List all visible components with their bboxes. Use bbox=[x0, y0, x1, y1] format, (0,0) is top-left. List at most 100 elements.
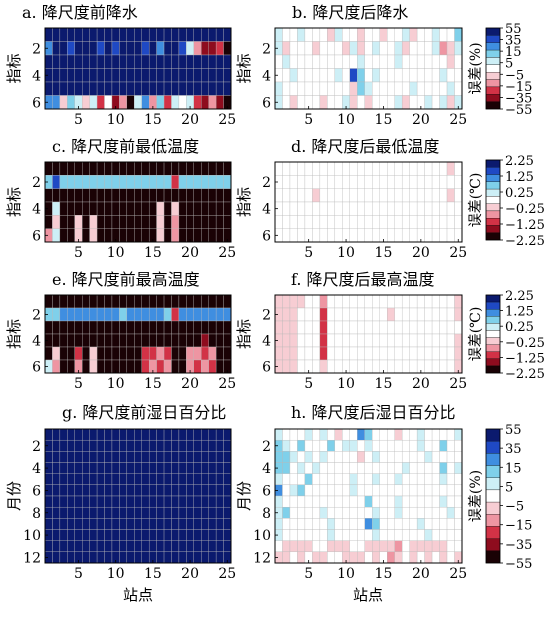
panel-f-cell bbox=[334, 294, 343, 309]
panel-g-cell bbox=[119, 451, 128, 463]
panel-b-cell bbox=[387, 27, 395, 42]
panel-d-cell bbox=[349, 215, 358, 229]
panel-e-cell bbox=[89, 346, 98, 361]
panel-g-cell bbox=[59, 451, 68, 463]
panel-c-cell bbox=[89, 215, 98, 229]
panel-c-cell bbox=[156, 175, 165, 189]
panel-h-cell bbox=[319, 551, 328, 564]
panel-g-cell bbox=[59, 473, 68, 486]
panel-d-cell bbox=[319, 188, 328, 203]
panel-g-cell bbox=[119, 540, 128, 553]
panel-g-cell bbox=[52, 551, 61, 564]
panel-h-cell bbox=[304, 473, 313, 486]
panel-h-cell bbox=[282, 551, 291, 564]
panel-d-cell bbox=[446, 175, 455, 189]
panel-a-cell bbox=[163, 54, 172, 69]
panel-b-cell bbox=[409, 41, 418, 56]
panel-h-cell bbox=[424, 428, 433, 441]
panel-b-cell bbox=[394, 54, 403, 69]
panel-c-cell bbox=[148, 175, 157, 189]
panel-e-cell bbox=[126, 333, 135, 348]
panel-g-cell bbox=[208, 473, 217, 486]
panel-g-cell bbox=[74, 529, 83, 541]
panel-g-cell bbox=[208, 506, 217, 519]
panel-f-cell bbox=[409, 359, 418, 374]
panel-a-cell bbox=[111, 81, 120, 96]
panel-h-cell bbox=[401, 495, 410, 508]
panel-d-cell bbox=[409, 175, 418, 189]
panel-d-cell bbox=[401, 188, 410, 203]
panel-c-cell bbox=[156, 161, 165, 176]
panel-g-cell bbox=[82, 495, 90, 508]
panel-h-cell bbox=[446, 439, 455, 452]
panel-h-cell bbox=[439, 529, 448, 541]
panel-h-cell bbox=[454, 518, 463, 530]
panel-g-cell bbox=[67, 495, 75, 508]
panel-c-cell bbox=[82, 188, 90, 203]
panel-g-cell bbox=[163, 540, 172, 553]
panel-c-cell bbox=[59, 228, 68, 243]
panel-b-cell bbox=[319, 81, 328, 96]
panel-e-cell bbox=[171, 333, 180, 348]
colorbar-4-tick-label: −5 bbox=[505, 500, 524, 515]
panel-e-cell bbox=[156, 320, 165, 335]
panel-c-cell bbox=[74, 161, 83, 176]
panel-a-cell bbox=[134, 81, 142, 96]
panel-h-cell bbox=[409, 473, 418, 486]
panel-a-cell bbox=[215, 95, 224, 110]
panel-g-cell bbox=[193, 473, 202, 486]
panel-c-cell bbox=[215, 175, 224, 189]
panel-d-cell bbox=[334, 215, 343, 229]
colorbar-2-frame bbox=[485, 159, 501, 241]
panel-h-cell bbox=[401, 473, 410, 486]
panel-h-cell bbox=[439, 462, 448, 474]
panel-h-cell bbox=[349, 473, 358, 486]
colorbar-1-swatch bbox=[485, 27, 501, 36]
panel-h-ylabel: 月份 bbox=[235, 481, 253, 511]
panel-f-cell bbox=[304, 346, 313, 361]
panel-a-cell bbox=[148, 41, 157, 56]
panel-h-cell bbox=[327, 495, 336, 508]
panel-f-cell bbox=[312, 294, 321, 309]
panel-b-cell bbox=[372, 68, 380, 83]
panel-h-cell bbox=[431, 462, 440, 474]
panel-g-cell bbox=[52, 473, 61, 486]
panel-d-cell bbox=[454, 175, 463, 189]
panel-a-cell bbox=[141, 41, 150, 56]
panel-d-cell bbox=[394, 188, 403, 203]
panel-h-cell bbox=[319, 540, 328, 553]
panel-b-cell bbox=[319, 27, 328, 42]
panel-b-title: b. 降尺度后降水 bbox=[292, 3, 408, 22]
panel-c-cell bbox=[134, 215, 142, 229]
panel-b-cell bbox=[349, 68, 358, 83]
panel-g-cell bbox=[119, 428, 128, 441]
panel-e-cell bbox=[59, 359, 68, 374]
panel-b-cell bbox=[372, 54, 380, 69]
panel-f-cell bbox=[454, 294, 463, 309]
panel-e-cell bbox=[193, 346, 202, 361]
panel-f-cell bbox=[319, 294, 328, 309]
panel-a-cells bbox=[44, 27, 232, 110]
colorbar-4-swatch bbox=[485, 428, 501, 442]
panel-e-xtick-label: 10 bbox=[107, 376, 125, 392]
panel-b-cell bbox=[431, 81, 440, 96]
panel-a-cell bbox=[126, 54, 135, 69]
panel-g-cell bbox=[186, 451, 194, 463]
colorbar-3-swatch bbox=[485, 344, 501, 352]
panel-e-cell bbox=[82, 333, 90, 348]
panel-h-cell bbox=[282, 495, 291, 508]
panel-c-cell bbox=[141, 161, 150, 176]
panel-g-cell bbox=[141, 428, 150, 441]
panel-b-cell bbox=[372, 41, 380, 56]
panel-f-xtick-label: 5 bbox=[304, 376, 313, 392]
panel-f-cell bbox=[312, 333, 321, 348]
panel-d-cell bbox=[372, 188, 380, 203]
panel-h-cell bbox=[312, 451, 321, 463]
panel-c-cell bbox=[186, 175, 194, 189]
panel-h-cell bbox=[357, 473, 365, 486]
panel-f-title: f. 降尺度后最高温度 bbox=[291, 270, 435, 289]
panel-d-cell bbox=[334, 188, 343, 203]
panel-b-xtick-label: 15 bbox=[375, 112, 393, 128]
panel-h-cell bbox=[289, 428, 298, 441]
